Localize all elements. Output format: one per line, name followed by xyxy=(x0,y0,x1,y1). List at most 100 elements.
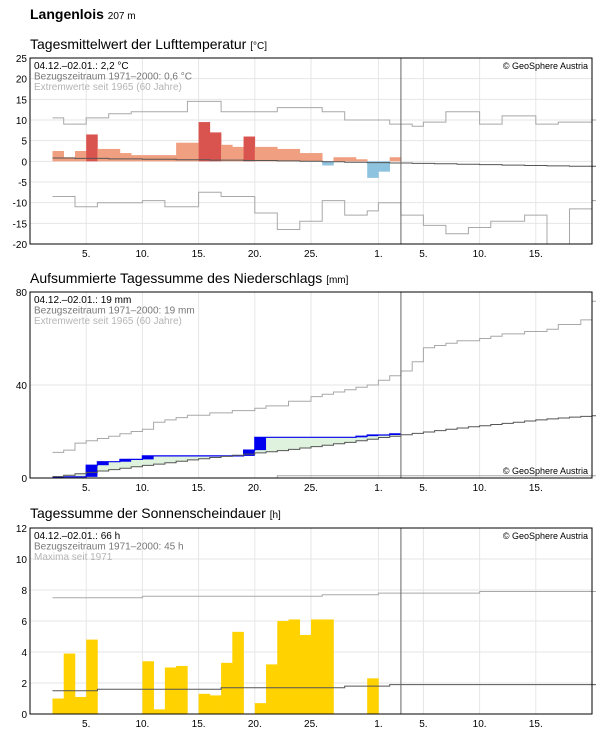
temperature-bar xyxy=(300,153,312,161)
precipitation-unit: [mm] xyxy=(326,275,348,286)
temperature-bar xyxy=(52,151,64,161)
sunshine-unit: [h] xyxy=(270,510,281,521)
temperature-bar xyxy=(345,157,357,161)
y-tick-label: 12 xyxy=(16,524,28,535)
sunshine-chart: 1210864205.10.15.20.25.1.5.10.15.04.12.–… xyxy=(0,527,596,732)
x-tick-label: 1. xyxy=(374,719,382,730)
y-tick-label: -20 xyxy=(13,240,28,251)
precip-increment-bar xyxy=(86,465,97,477)
temperature-bar xyxy=(86,134,98,161)
x-tick-label: 25. xyxy=(304,483,318,494)
y-tick-label: 15 xyxy=(16,95,28,106)
sunshine-bar xyxy=(277,621,289,714)
info-line: 04.12.–02.01.: 2,2 °C xyxy=(34,61,129,72)
sunshine-bar xyxy=(199,694,211,714)
x-tick-label: 5. xyxy=(419,483,427,494)
temperature-chart: 2520151050-5-10-15-205.10.15.20.25.1.5.1… xyxy=(0,57,596,262)
temperature-bar xyxy=(255,147,267,161)
x-tick-label: 5. xyxy=(82,719,90,730)
precipitation-title-text: Aufsummierte Tagessumme des Niederschlag… xyxy=(30,270,322,286)
info-line: 04.12.–02.01.: 66 h xyxy=(34,531,120,542)
sunshine-bar xyxy=(266,664,278,714)
y-tick-label: -10 xyxy=(13,199,28,210)
temperature-bar xyxy=(131,155,143,161)
sunshine-bar xyxy=(289,619,301,714)
sunshine-bar xyxy=(86,640,98,714)
copyright-text: © GeoSphere Austria xyxy=(503,61,588,71)
y-tick-label: 4 xyxy=(21,648,27,659)
x-tick-label: 20. xyxy=(248,249,262,260)
precip-increment-bar xyxy=(255,437,266,450)
sunshine-bar xyxy=(367,678,379,714)
x-tick-label: 5. xyxy=(82,249,90,260)
temperature-bar xyxy=(154,155,166,161)
x-tick-label: 25. xyxy=(304,719,318,730)
x-tick-label: 15. xyxy=(192,483,206,494)
station-header: Langenlois 207 m xyxy=(30,6,136,22)
info-line: 04.12.–02.01.: 19 mm xyxy=(34,295,131,306)
y-tick-label: -5 xyxy=(18,178,27,189)
y-tick-label: 40 xyxy=(16,381,28,392)
x-tick-label: 5. xyxy=(82,483,90,494)
y-tick-label: 5 xyxy=(21,137,27,148)
temperature-bar xyxy=(221,145,233,162)
x-tick-label: 10. xyxy=(135,483,149,494)
temperature-bar xyxy=(356,159,368,161)
x-tick-label: 10. xyxy=(473,719,487,730)
copyright-text: © GeoSphere Austria xyxy=(503,466,588,476)
sunshine-bar xyxy=(165,668,177,715)
precipitation-chart: 804005.10.15.20.25.1.5.10.15.04.12.–02.0… xyxy=(0,291,596,496)
x-tick-label: 1. xyxy=(374,483,382,494)
x-tick-label: 5. xyxy=(419,249,427,260)
temperature-bar xyxy=(289,149,301,161)
y-tick-label: 80 xyxy=(16,288,28,299)
info-line: Extremwerte seit 1965 (60 Jahre) xyxy=(34,316,182,327)
copyright-text: © GeoSphere Austria xyxy=(503,531,588,541)
sunshine-bar xyxy=(154,709,166,714)
temperature-chart-title: Tagesmittelwert der Lufttemperatur [°C] xyxy=(30,36,267,52)
temperature-bar xyxy=(311,153,323,161)
temperature-bar xyxy=(210,132,222,161)
x-tick-label: 15. xyxy=(192,249,206,260)
x-tick-label: 15. xyxy=(192,719,206,730)
sunshine-bar xyxy=(52,699,64,715)
sunshine-bar xyxy=(210,695,222,714)
temperature-bar xyxy=(142,155,154,161)
info-line: Maxima seit 1971 xyxy=(34,552,113,563)
temperature-title-text: Tagesmittelwert der Lufttemperatur xyxy=(30,36,246,52)
min-extreme-line xyxy=(53,192,596,244)
sunshine-bar xyxy=(64,654,76,714)
sunshine-bar xyxy=(232,632,244,714)
y-tick-label: 0 xyxy=(21,157,27,168)
sunshine-bar xyxy=(322,619,334,714)
y-tick-label: 10 xyxy=(16,555,28,566)
info-line: Bezugszeitraum 1971–2000: 19 mm xyxy=(34,306,195,317)
temperature-bar xyxy=(97,149,109,161)
info-line: Extremwerte seit 1965 (60 Jahre) xyxy=(34,82,182,93)
x-tick-label: 15. xyxy=(529,719,543,730)
y-tick-label: 10 xyxy=(16,116,28,127)
sunshine-bar xyxy=(142,661,154,714)
x-tick-label: 15. xyxy=(529,249,543,260)
info-line: Bezugszeitraum 1971–2000: 0,6 °C xyxy=(34,72,192,83)
precip-increment-bar xyxy=(244,450,255,456)
sunshine-bar xyxy=(75,697,87,714)
x-tick-label: 20. xyxy=(248,719,262,730)
temperature-unit: [°C] xyxy=(250,41,267,52)
sunshine-bar xyxy=(311,619,323,714)
temperature-bar xyxy=(176,143,188,162)
temperature-bar xyxy=(120,153,132,161)
temperature-bar xyxy=(244,137,256,162)
x-tick-label: 10. xyxy=(473,249,487,260)
temperature-bar xyxy=(390,157,402,161)
y-tick-label: 0 xyxy=(21,710,27,721)
x-tick-label: 5. xyxy=(419,719,427,730)
temperature-bar xyxy=(187,143,199,162)
y-tick-label: 20 xyxy=(16,75,28,86)
x-tick-label: 1. xyxy=(374,249,382,260)
info-line: Bezugszeitraum 1971–2000: 45 h xyxy=(34,542,184,553)
y-tick-label: 8 xyxy=(21,586,27,597)
x-tick-label: 10. xyxy=(473,483,487,494)
temperature-bar xyxy=(199,122,211,161)
x-tick-label: 25. xyxy=(304,249,318,260)
